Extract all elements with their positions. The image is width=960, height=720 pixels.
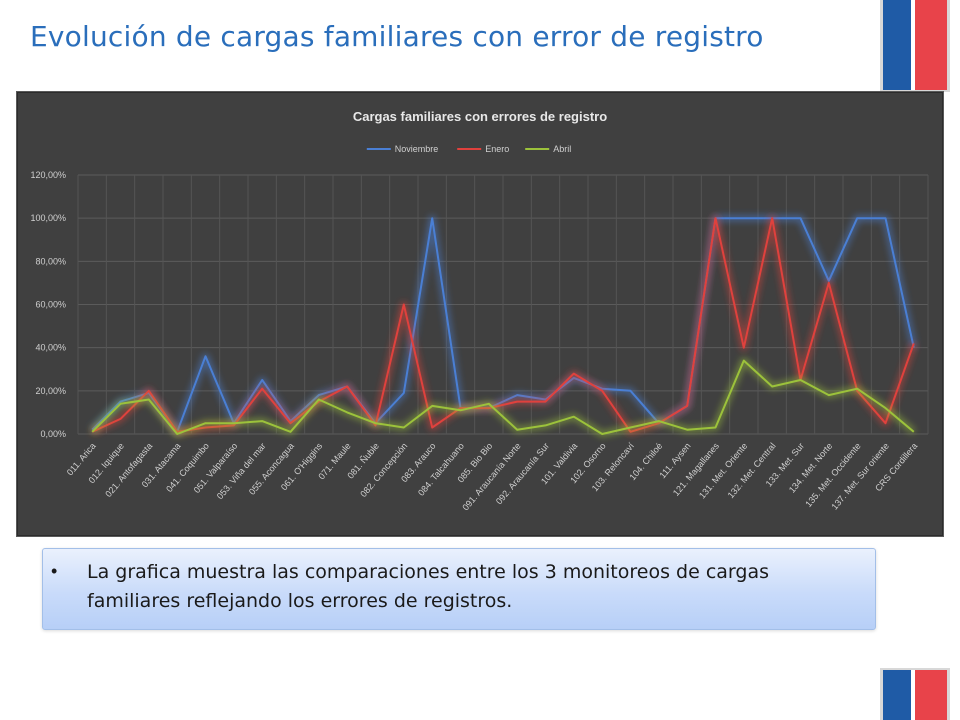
y-tick-label: 20,00% — [35, 386, 66, 396]
y-tick-label: 40,00% — [35, 343, 66, 353]
flag-gap — [911, 670, 915, 720]
y-tick-label: 100,00% — [30, 213, 66, 223]
flag-blue-band — [883, 670, 911, 720]
series-line-abril — [91, 359, 915, 435]
y-axis: 0,00% 20,00% 40,00% 60,00% 80,00% 100,00% 120,… — [30, 170, 66, 439]
legend-label: Enero — [485, 144, 509, 154]
y-tick-label: 120,00% — [30, 170, 66, 180]
chart-gridlines — [77, 174, 929, 435]
legend-label: Noviembre — [395, 144, 439, 154]
y-tick-label: 60,00% — [35, 300, 66, 310]
legend-label: Abril — [553, 144, 571, 154]
chart-panel: Cargas familiares con errores de registr… — [17, 92, 943, 536]
slide-title: Evolución de cargas familiares con error… — [30, 20, 764, 53]
chart-series — [90, 215, 917, 437]
bullet-marker: • — [51, 561, 58, 581]
chilean-flag-stripe-top — [883, 0, 947, 90]
line-chart: Cargas familiares con errores de registr… — [30, 109, 929, 512]
x-tick-label: 053. Viña del mar — [215, 441, 268, 501]
chart-title: Cargas familiares con errores de registr… — [353, 109, 607, 124]
chilean-flag-stripe-bottom — [883, 670, 947, 720]
y-tick-label: 0,00% — [40, 429, 66, 439]
flag-gap — [911, 0, 915, 90]
series-line-noviembre — [91, 217, 915, 433]
chart-legend: Noviembre Enero Abril — [366, 144, 571, 154]
summary-text: La grafica muestra las comparaciones ent… — [87, 561, 769, 612]
flag-red-band — [915, 670, 947, 720]
flag-red-band — [915, 0, 947, 90]
x-tick-label: 092. Araucanía Sur — [494, 441, 551, 506]
y-tick-label: 80,00% — [35, 256, 66, 266]
summary-callout: • La grafica muestra las comparaciones e… — [42, 548, 876, 630]
flag-blue-band — [883, 0, 911, 90]
